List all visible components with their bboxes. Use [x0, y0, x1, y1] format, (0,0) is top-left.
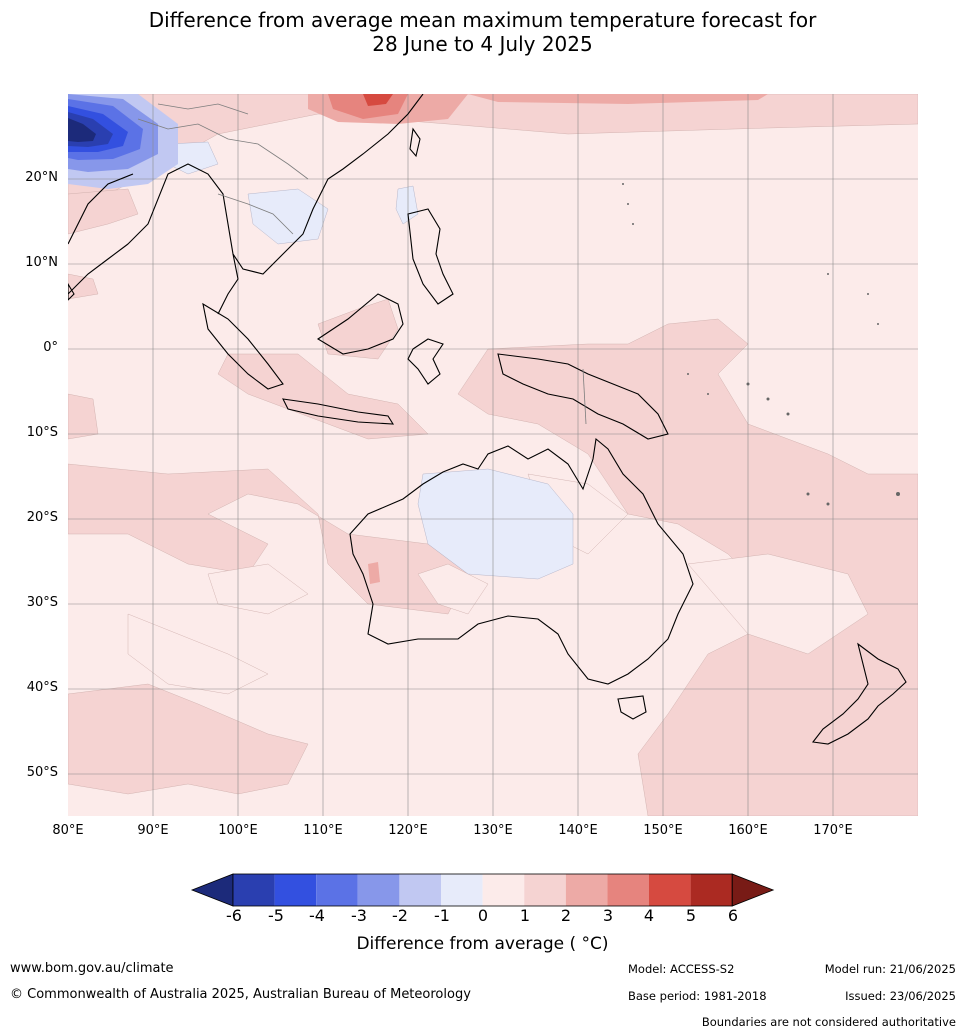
cbar-tick-4: 4: [643, 906, 655, 925]
islands: [622, 183, 900, 506]
lat-label-0: 0°: [43, 340, 58, 355]
cbar-tick-0: 0: [477, 906, 489, 925]
colorbar-swatch: [649, 874, 691, 906]
anomaly-1-2-regions: [68, 94, 918, 816]
cool-anomaly-regions: [68, 94, 574, 580]
colorbar: [190, 873, 775, 907]
colorbar-swatch: [441, 874, 483, 906]
cbar-tick-3: 3: [602, 906, 614, 925]
colorbar-swatch: [316, 874, 358, 906]
cbar-tick-1: 1: [519, 906, 531, 925]
lon-label-140e: 140°E: [558, 823, 598, 838]
colorbar-swatch: [233, 874, 275, 906]
colorbar-swatch: [690, 874, 733, 906]
lon-label-150e: 150°E: [643, 823, 683, 838]
title-line-1: Difference from average mean maximum tem…: [148, 8, 817, 32]
colorbar-extend-max: [731, 873, 775, 907]
cbar-tick-2: 2: [560, 906, 572, 925]
colorbar-label: Difference from average ( °C): [356, 934, 609, 954]
colorbar-outline: [232, 873, 733, 907]
website-link[interactable]: www.bom.gov.au/climate: [10, 961, 174, 976]
lon-label-120e: 120°E: [388, 823, 428, 838]
cbar-tick-neg6: -6: [226, 906, 242, 925]
lon-label-130e: 130°E: [473, 823, 513, 838]
forecast-map: [68, 94, 918, 816]
coastlines: [68, 94, 907, 745]
cbar-tick-neg3: -3: [351, 906, 367, 925]
copyright-text: © Commonwealth of Australia 2025, Austra…: [10, 987, 471, 1002]
lat-label-50s: 50°S: [26, 765, 58, 780]
colorbar-swatch: [565, 874, 608, 906]
colorbar-swatch: [274, 874, 317, 906]
lon-label-100e: 100°E: [218, 823, 258, 838]
colorbar-extend-min: [190, 873, 234, 907]
colorbar-swatch: [482, 874, 525, 906]
warm-anomaly-regions: [308, 94, 768, 584]
lat-label-10s: 10°S: [26, 425, 58, 440]
cbar-tick-5: 5: [685, 906, 697, 925]
colorbar-swatch: [357, 874, 400, 906]
issued-date: Issued: 23/06/2025: [845, 989, 956, 1003]
cbar-tick-neg4: -4: [309, 906, 325, 925]
lon-label-80e: 80°E: [52, 823, 84, 838]
lat-label-20n: 20°N: [25, 170, 58, 185]
cbar-tick-neg2: -2: [392, 906, 408, 925]
lat-label-20s: 20°S: [26, 510, 58, 525]
lat-label-40s: 40°S: [26, 680, 58, 695]
cbar-tick-neg5: -5: [268, 906, 284, 925]
colorbar-swatch: [524, 874, 566, 906]
title-line-2: 28 June to 4 July 2025: [372, 32, 593, 56]
model-run-date: Model run: 21/06/2025: [824, 962, 956, 976]
lon-label-110e: 110°E: [303, 823, 343, 838]
cbar-tick-6: 6: [727, 906, 739, 925]
base-period: Base period: 1981-2018: [628, 989, 767, 1003]
graticule: [68, 94, 918, 816]
country-borders: [137, 103, 587, 425]
cbar-tick-neg1: -1: [434, 906, 450, 925]
lon-label-170e: 170°E: [813, 823, 853, 838]
model-name: Model: ACCESS-S2: [628, 962, 735, 976]
map-canvas: [68, 94, 918, 816]
lat-label-30s: 30°S: [26, 595, 58, 610]
boundaries-disclaimer: Boundaries are not considered authoritat…: [701, 1015, 956, 1029]
lon-label-90e: 90°E: [137, 823, 169, 838]
map-title: Difference from average mean maximum tem…: [0, 8, 965, 56]
lon-label-160e: 160°E: [728, 823, 768, 838]
lat-label-10n: 10°N: [25, 255, 58, 270]
colorbar-swatch: [607, 874, 649, 906]
colorbar-swatch: [399, 874, 441, 906]
